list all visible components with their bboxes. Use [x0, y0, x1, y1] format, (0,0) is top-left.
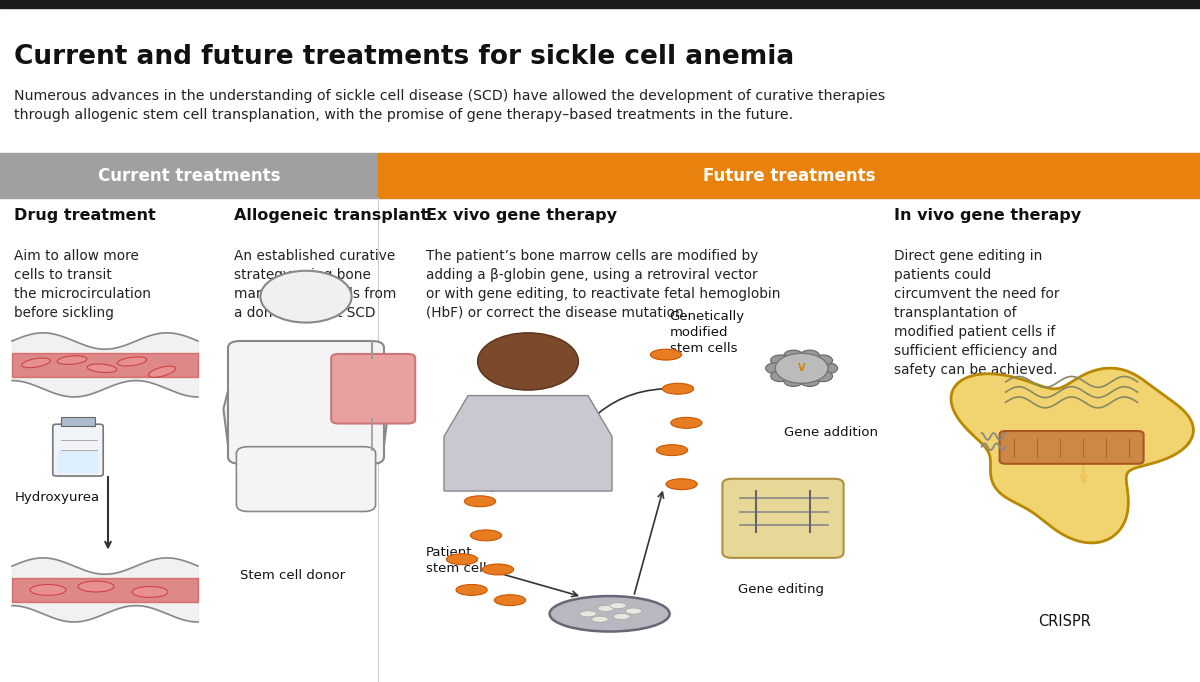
Text: Patient
stem cells: Patient stem cells: [426, 546, 493, 575]
Ellipse shape: [456, 584, 487, 595]
Text: An established curative
strategy using bone
marrow stem cells from
a donor witho: An established curative strategy using b…: [234, 249, 396, 320]
Ellipse shape: [470, 530, 502, 541]
Text: Ex vivo gene therapy: Ex vivo gene therapy: [426, 208, 617, 223]
Ellipse shape: [494, 595, 526, 606]
Circle shape: [775, 353, 828, 383]
Ellipse shape: [666, 479, 697, 490]
Text: In vivo gene therapy: In vivo gene therapy: [894, 208, 1081, 223]
Ellipse shape: [592, 617, 608, 622]
Text: Numerous advances in the understanding of sickle cell disease (SCD) have allowed: Numerous advances in the understanding o…: [14, 89, 886, 122]
Polygon shape: [444, 396, 612, 491]
Bar: [61, 417, 95, 426]
Ellipse shape: [464, 496, 496, 507]
Ellipse shape: [550, 596, 670, 632]
FancyBboxPatch shape: [228, 341, 384, 464]
Text: Gene addition: Gene addition: [784, 426, 877, 439]
Ellipse shape: [446, 554, 478, 565]
Ellipse shape: [671, 417, 702, 428]
Text: The patient’s bone marrow cells are modified by
adding a β-globin gene, using a : The patient’s bone marrow cells are modi…: [426, 249, 780, 320]
Ellipse shape: [78, 581, 114, 592]
Circle shape: [784, 350, 803, 361]
Circle shape: [766, 363, 785, 374]
Ellipse shape: [22, 358, 50, 368]
Text: CRISPR: CRISPR: [1038, 614, 1091, 629]
FancyBboxPatch shape: [53, 424, 103, 476]
Bar: [378, 153, 1200, 198]
Ellipse shape: [625, 608, 642, 614]
Circle shape: [770, 371, 790, 382]
Text: Future treatments: Future treatments: [703, 166, 875, 185]
Ellipse shape: [88, 364, 116, 372]
Circle shape: [784, 376, 803, 387]
Text: Gene editing: Gene editing: [738, 583, 824, 596]
Ellipse shape: [598, 606, 614, 611]
FancyBboxPatch shape: [236, 447, 376, 512]
Ellipse shape: [482, 564, 514, 575]
Text: Current and future treatments for sickle cell anemia: Current and future treatments for sickle…: [14, 44, 794, 70]
Bar: [0, 0, 1200, 8]
Text: Genetically
modified
stem cells: Genetically modified stem cells: [670, 310, 745, 355]
Ellipse shape: [613, 614, 630, 619]
Text: Drug treatment: Drug treatment: [14, 208, 156, 223]
Ellipse shape: [58, 356, 86, 364]
Circle shape: [800, 376, 820, 387]
FancyBboxPatch shape: [58, 450, 98, 473]
Ellipse shape: [580, 611, 596, 617]
FancyBboxPatch shape: [722, 479, 844, 558]
FancyBboxPatch shape: [331, 354, 415, 424]
Ellipse shape: [118, 357, 146, 366]
Circle shape: [260, 271, 352, 323]
Text: Stem cell donor: Stem cell donor: [240, 569, 346, 582]
Ellipse shape: [650, 349, 682, 360]
Circle shape: [478, 333, 578, 390]
Ellipse shape: [662, 383, 694, 394]
FancyBboxPatch shape: [1000, 431, 1144, 464]
Text: V: V: [798, 364, 805, 373]
Circle shape: [770, 355, 790, 366]
Text: Aim to allow more
cells to transit
the microcirculation
before sickling: Aim to allow more cells to transit the m…: [14, 249, 151, 320]
Circle shape: [814, 355, 833, 366]
Text: Current treatments: Current treatments: [97, 166, 281, 185]
Circle shape: [818, 363, 838, 374]
Ellipse shape: [30, 584, 66, 595]
Circle shape: [800, 350, 820, 361]
Polygon shape: [950, 368, 1193, 543]
Text: Allogeneic transplant: Allogeneic transplant: [234, 208, 428, 223]
Circle shape: [814, 371, 833, 382]
Ellipse shape: [656, 445, 688, 456]
Text: Hydroxyurea: Hydroxyurea: [14, 491, 100, 504]
Text: Direct gene editing in
patients could
circumvent the need for
transplantation of: Direct gene editing in patients could ci…: [894, 249, 1060, 376]
Bar: [0, 153, 378, 198]
Ellipse shape: [132, 587, 168, 597]
Ellipse shape: [149, 366, 175, 377]
Ellipse shape: [610, 603, 626, 608]
